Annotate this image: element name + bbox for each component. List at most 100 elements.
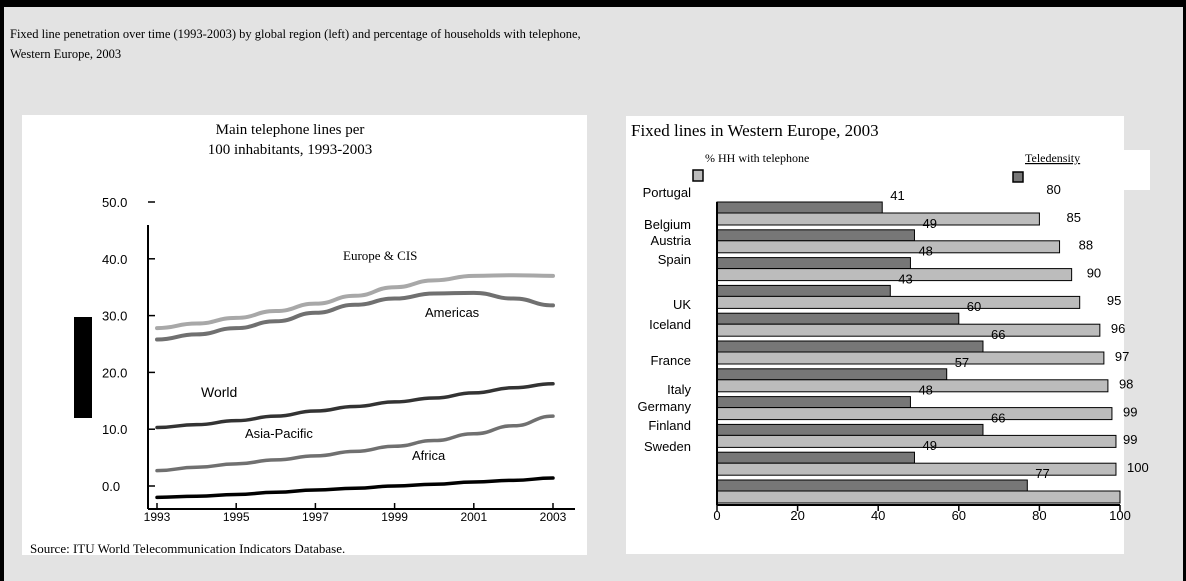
data-label-hh-telephone: 88 <box>1079 238 1093 253</box>
country-label: Iceland <box>649 317 691 332</box>
country-label: Germany <box>638 399 692 414</box>
data-label-hh-telephone: 97 <box>1115 349 1129 364</box>
series-line-unlabeled <box>155 476 555 500</box>
series-line-europe-cis <box>155 273 555 331</box>
bar-hh-telephone <box>716 351 1105 365</box>
country-label: Italy <box>667 382 691 397</box>
bar-teledensity <box>716 284 891 297</box>
country-label: UK <box>673 297 691 312</box>
line-chart: Main telephone lines per 100 inhabitants… <box>30 122 575 556</box>
y-tick-label: 20.0 <box>102 365 127 380</box>
bar-teledensity <box>716 312 960 325</box>
data-label-teledensity: 43 <box>898 271 912 286</box>
bar-hh-telephone <box>716 240 1061 254</box>
data-label-teledensity: 60 <box>967 299 981 314</box>
bar-hh-telephone <box>716 295 1081 309</box>
data-label-hh-telephone: 95 <box>1107 293 1121 308</box>
bar-chart: Fixed lines in Western Europe, 2003 % HH… <box>631 121 1149 523</box>
legend-label-hh: % HH with telephone <box>705 151 809 165</box>
bars: 41 80 49 85 48 88 43 90 60 95 66 96 57 97 48 98 66 99 49 99… <box>716 182 1149 504</box>
data-label-hh-telephone: 99 <box>1123 404 1137 419</box>
bar-x-tick-label: 80 <box>1032 508 1046 523</box>
figure-caption-line2: Western Europe, 2003 <box>10 47 122 61</box>
series-line-africa <box>155 414 555 473</box>
data-label-hh-telephone: 98 <box>1119 377 1133 392</box>
country-label: Sweden <box>644 439 691 454</box>
bar-teledensity <box>716 229 915 242</box>
figure-caption-line1: Fixed line penetration over time (1993-2… <box>10 27 581 41</box>
bar-x-tick-label: 60 <box>952 508 966 523</box>
bar-hh-telephone <box>716 268 1073 282</box>
bar-teledensity <box>716 340 984 353</box>
y-tick-label: 50.0 <box>102 195 127 210</box>
bar-teledensity <box>716 451 915 464</box>
y-tick-label: 30.0 <box>102 309 127 324</box>
bar-teledensity <box>716 368 948 381</box>
bar-hh-telephone <box>716 490 1121 504</box>
bar-teledensity <box>716 479 1028 492</box>
decorative-black-bar <box>74 317 92 418</box>
legend-panel-extension <box>1124 150 1150 190</box>
bar-hh-telephone <box>716 323 1101 337</box>
country-label: Finland <box>648 418 691 433</box>
line-chart-title-line1: Main telephone lines per <box>216 122 365 138</box>
data-label-hh-telephone: 99 <box>1123 432 1137 447</box>
bar-teledensity <box>716 396 911 409</box>
bar-x-axis-ticks: 0 20 40 60 80 100 <box>713 505 1131 523</box>
data-label-teledensity: 49 <box>922 438 936 453</box>
x-tick-label: 1993 <box>144 510 171 524</box>
data-label-teledensity: 41 <box>890 188 904 203</box>
bar-hh-telephone <box>716 462 1117 476</box>
series-label-europe-cis: Europe & CIS <box>343 248 417 263</box>
bar-hh-telephone <box>716 379 1109 393</box>
data-label-teledensity: 66 <box>991 410 1005 425</box>
data-label-hh-telephone: 90 <box>1087 265 1101 280</box>
y-axis-ticks: 0.0 10.0 20.0 30.0 40.0 50.0 <box>102 195 155 494</box>
data-label-teledensity: 49 <box>922 216 936 231</box>
country-label: Austria <box>651 233 692 248</box>
country-label: Belgium <box>644 217 691 232</box>
legend-label-teledensity: Teledensity <box>1025 151 1080 165</box>
bar-teledensity <box>716 201 883 214</box>
right-border <box>1183 0 1186 581</box>
country-label: France <box>651 353 691 368</box>
country-label: Portugal <box>643 185 692 200</box>
x-axis-ticks: 1993 1995 1997 1999 2001 2003 <box>144 503 567 524</box>
bar-hh-telephone <box>716 434 1117 448</box>
bar-x-tick-label: 0 <box>713 508 720 523</box>
data-label-teledensity: 66 <box>991 327 1005 342</box>
bar-hh-telephone <box>716 212 1040 226</box>
data-label-hh-telephone: 96 <box>1111 321 1125 336</box>
bar-teledensity <box>716 423 984 436</box>
bar-x-tick-label: 20 <box>790 508 804 523</box>
bar-hh-telephone <box>716 407 1113 421</box>
line-chart-title-line2: 100 inhabitants, 1993-2003 <box>208 142 373 158</box>
x-tick-label: 2001 <box>460 510 487 524</box>
y-tick-label: 10.0 <box>102 422 127 437</box>
bar-teledensity <box>716 257 911 270</box>
series-line-asia-pacific <box>155 382 555 430</box>
left-border <box>0 0 4 581</box>
data-label-hh-telephone: 80 <box>1046 182 1060 197</box>
data-label-teledensity: 48 <box>918 383 932 398</box>
data-label-hh-telephone: 100 <box>1127 460 1149 475</box>
series-label-world: World <box>201 384 237 400</box>
x-tick-label: 2003 <box>540 510 567 524</box>
x-tick-label: 1997 <box>302 510 329 524</box>
series-line-americas <box>155 290 555 342</box>
bar-chart-title: Fixed lines in Western Europe, 2003 <box>631 121 879 140</box>
series-label-asia-pacific: Asia-Pacific <box>245 426 313 441</box>
series-label-africa: Africa <box>412 448 446 463</box>
legend-swatch-hh <box>692 169 704 182</box>
data-label-teledensity: 57 <box>955 355 969 370</box>
source-note: Source: ITU World Telecommunication Indi… <box>30 541 345 556</box>
y-tick-label: 0.0 <box>102 479 120 494</box>
bar-x-tick-label: 40 <box>871 508 885 523</box>
series-label-americas: Americas <box>425 305 480 320</box>
bar-x-tick-label: 100 <box>1109 508 1131 523</box>
legend-swatch-teledensity <box>1012 171 1024 183</box>
x-tick-label: 1999 <box>381 510 408 524</box>
data-label-teledensity: 77 <box>1035 466 1049 481</box>
